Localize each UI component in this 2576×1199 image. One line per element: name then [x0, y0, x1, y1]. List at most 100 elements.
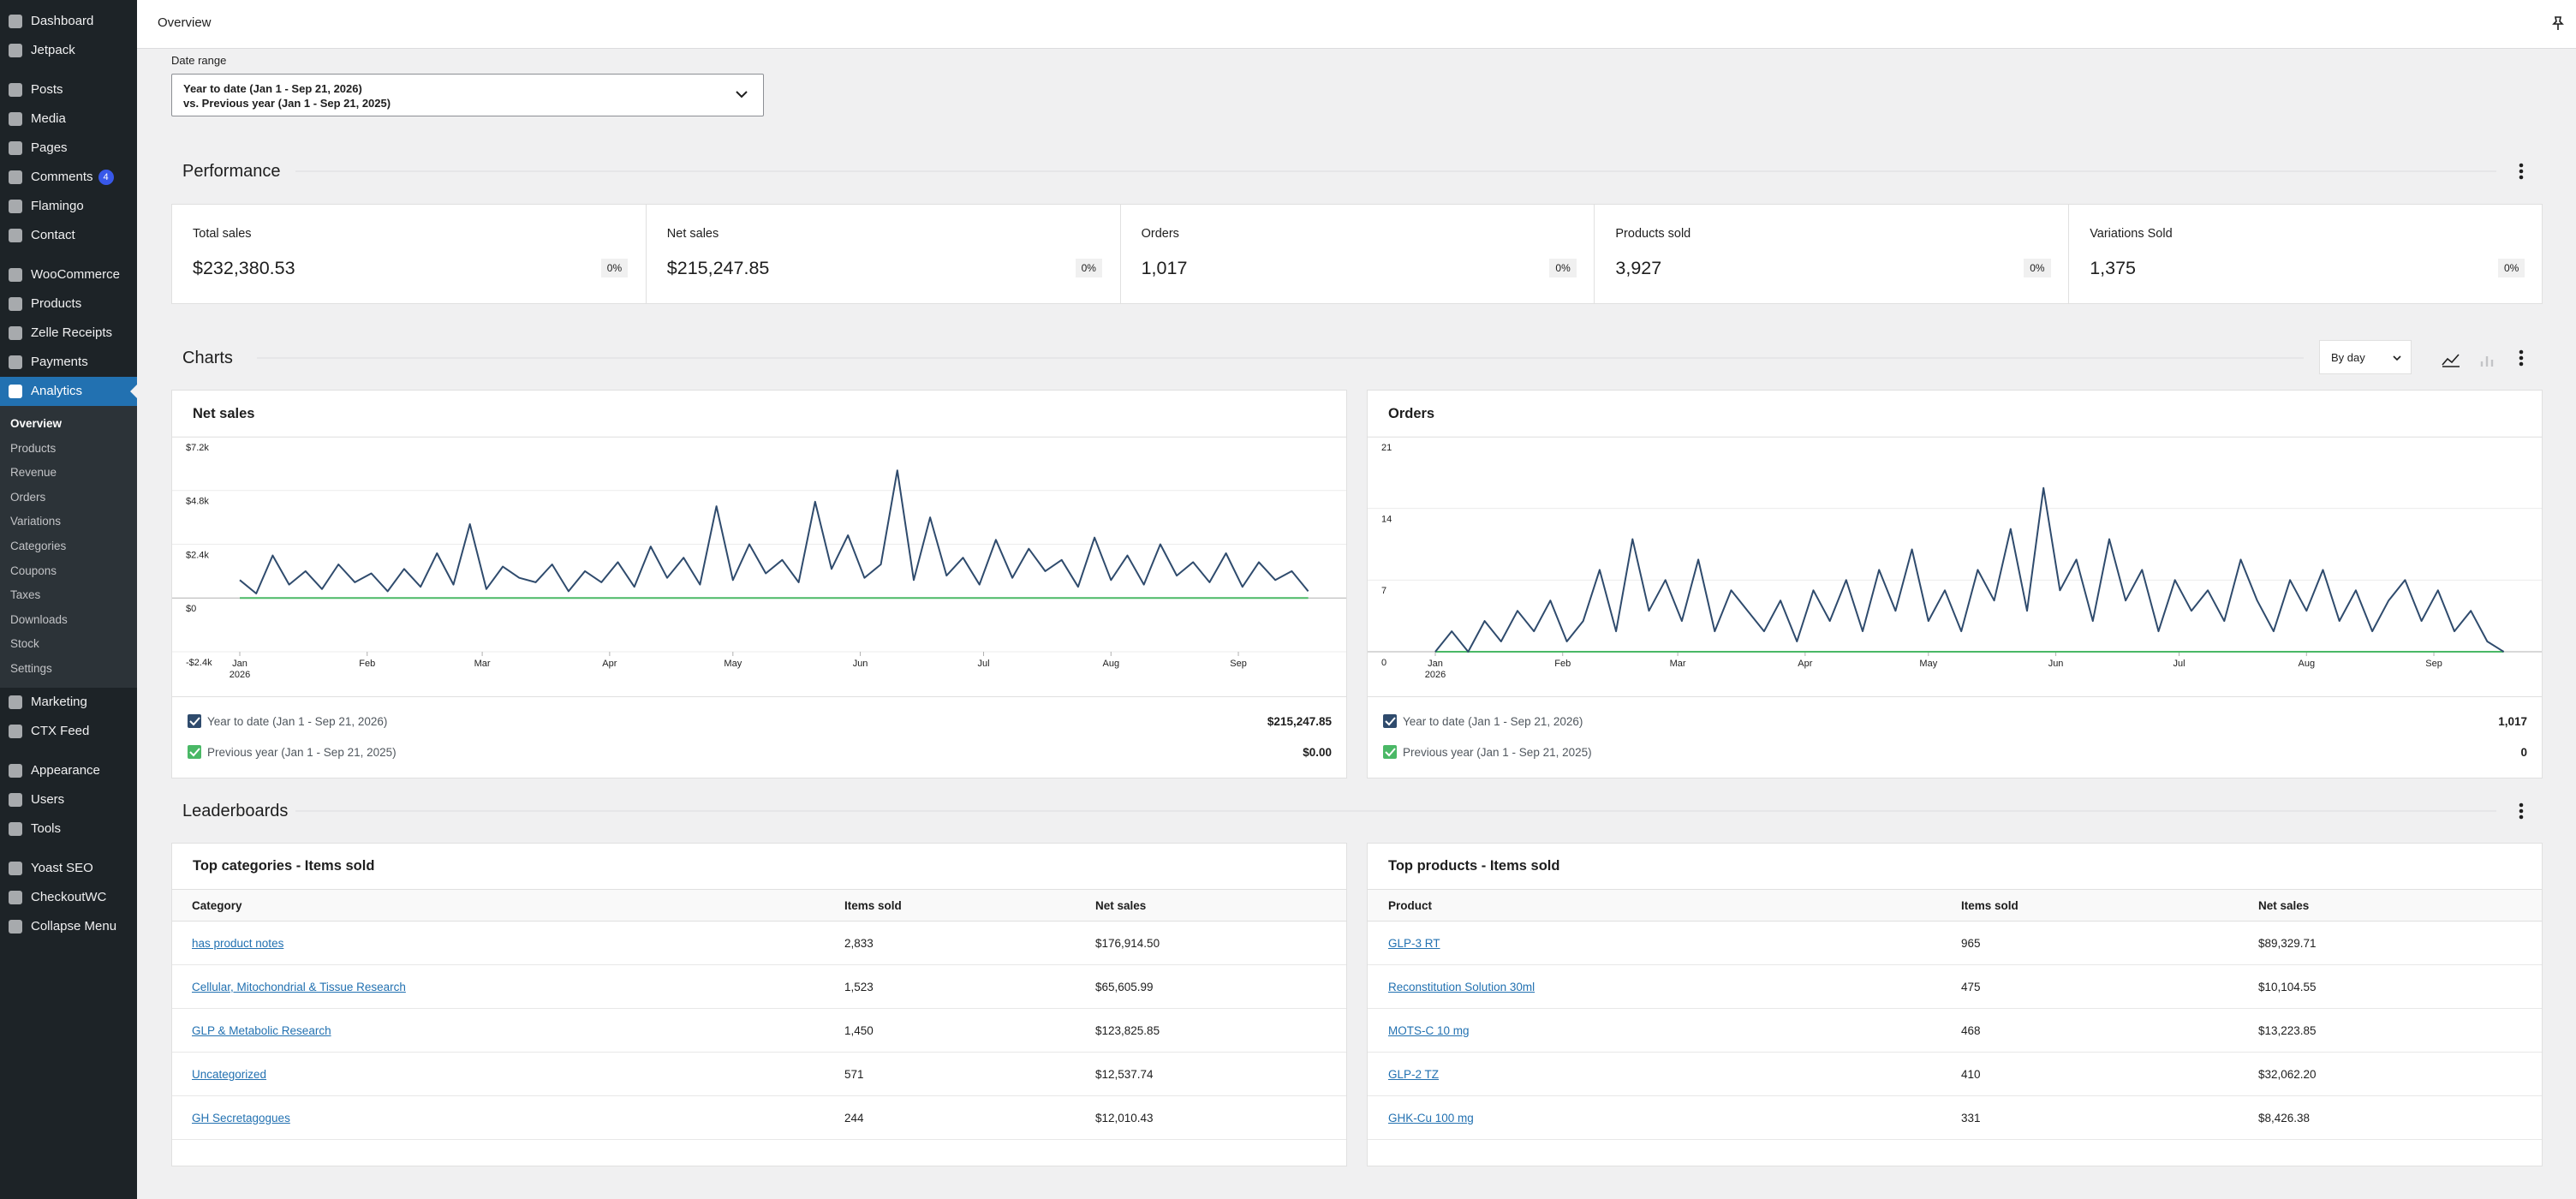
menu-group: Appearance Users Tools	[0, 756, 137, 844]
menu-item[interactable]: Comments 4	[0, 163, 137, 192]
table-row	[1368, 1096, 2542, 1140]
menu-label: Analytics	[31, 384, 83, 398]
table-link[interactable]: Reconstitution Solution 30ml	[1388, 980, 1535, 993]
menu-icon	[9, 200, 22, 213]
date-range-select[interactable]	[171, 74, 764, 116]
table-cell: 1,523	[844, 980, 874, 993]
menu-item[interactable]: Flamingo	[0, 192, 137, 221]
legend-label[interactable]: Year to date (Jan 1 - Sep 21, 2026)	[1403, 714, 1583, 728]
chart-legend-rule	[1367, 696, 2543, 697]
card-divider	[1119, 204, 1121, 304]
menu-icon	[9, 355, 22, 369]
card-divider	[645, 204, 647, 304]
table-link[interactable]: Uncategorized	[192, 1067, 267, 1081]
chevron	[735, 89, 748, 99]
table-cell: $13,223.85	[2258, 1023, 2317, 1037]
menu-icon	[9, 83, 22, 97]
legend-label[interactable]: Previous year (Jan 1 - Sep 21, 2025)	[207, 745, 397, 759]
submenu-item[interactable]: Variations	[10, 515, 62, 528]
section-title: Leaderboards	[182, 802, 289, 820]
menu-item[interactable]: Media	[0, 104, 137, 134]
menu-item[interactable]: Posts	[0, 75, 137, 104]
menu-item[interactable]: Pages	[0, 134, 137, 163]
menu-item[interactable]: Yoast SEO	[0, 854, 137, 883]
card-label[interactable]: Net sales	[666, 226, 719, 241]
column-header: Items sold	[844, 898, 902, 912]
chart-header-rule	[171, 437, 1347, 438]
table-link[interactable]: GH Secretagogues	[192, 1111, 290, 1124]
menu-item[interactable]: Analytics	[0, 377, 137, 406]
table-link[interactable]: GHK-Cu 100 mg	[1388, 1111, 1474, 1124]
table-cell: 2,833	[844, 936, 874, 950]
column-header: Product	[1388, 898, 1433, 912]
date-range-label: Date range	[171, 54, 227, 67]
menu-item[interactable]: Marketing	[0, 688, 137, 717]
legend-total: 1,017	[2498, 714, 2527, 728]
legend-total: $215,247.85	[1267, 714, 1332, 728]
table-cell: $65,605.99	[1095, 980, 1154, 993]
submenu-item[interactable]: Settings	[10, 661, 52, 675]
menu-label: Pages	[31, 140, 68, 155]
submenu-item[interactable]: Overview	[10, 417, 63, 430]
menu-item[interactable]: CheckoutWC	[0, 883, 137, 912]
menu-item[interactable]: Users	[0, 785, 137, 814]
legend-total: $0.00	[1303, 745, 1332, 759]
submenu-item[interactable]: Taxes	[10, 588, 41, 602]
menu-item[interactable]: Contact	[0, 221, 137, 250]
card-divider	[2068, 204, 2070, 304]
menu-label: WooCommerce	[31, 267, 120, 282]
table-row	[172, 1096, 1346, 1140]
page-title: Overview	[158, 15, 212, 30]
submenu-item[interactable]: Orders	[10, 490, 46, 504]
menu-item[interactable]: Collapse Menu	[0, 912, 137, 941]
table-link[interactable]: GLP & Metabolic Research	[192, 1023, 331, 1037]
table-link[interactable]: has product notes	[192, 936, 284, 950]
table-cell: 1,450	[844, 1023, 874, 1037]
table-header	[172, 889, 1346, 922]
legend-label[interactable]: Previous year (Jan 1 - Sep 21, 2025)	[1403, 745, 1592, 759]
submenu-item[interactable]: Revenue	[10, 466, 57, 480]
table-link[interactable]: GLP-3 RT	[1388, 936, 1440, 950]
card-label[interactable]: Products sold	[1615, 226, 1691, 241]
menu-item[interactable]: Products	[0, 289, 137, 319]
sidebar: Dashboard Jetpack Posts Media Pages Comments 4…	[0, 0, 137, 1199]
table-link[interactable]: MOTS-C 10 mg	[1388, 1023, 1470, 1037]
menu-label: Zelle Receipts	[31, 325, 113, 340]
column-header: Net sales	[2258, 898, 2310, 912]
table-link[interactable]: Cellular, Mitochondrial & Tissue Researc…	[192, 980, 406, 993]
table-link[interactable]: GLP-2 TZ	[1388, 1067, 1440, 1081]
submenu: Overview Products Revenue Orders Variations C…	[0, 406, 137, 688]
card-label[interactable]: Orders	[1141, 226, 1179, 241]
menu-label: Yoast SEO	[31, 860, 93, 875]
menu-item[interactable]: Appearance	[0, 756, 137, 785]
submenu-item[interactable]: Downloads	[10, 612, 68, 626]
card-label[interactable]: Variations Sold	[2090, 226, 2173, 241]
menu-group: Dashboard Jetpack	[0, 7, 137, 65]
menu-label: CheckoutWC	[31, 889, 107, 904]
submenu-item[interactable]: Coupons	[10, 564, 57, 577]
menu-item[interactable]: Dashboard	[0, 7, 137, 36]
legend-label[interactable]: Year to date (Jan 1 - Sep 21, 2026)	[207, 714, 388, 728]
pin-icon[interactable]	[2550, 15, 2566, 31]
table-row	[172, 965, 1346, 1009]
section-title: Charts	[182, 349, 233, 367]
top-bar: Overview	[137, 0, 2576, 49]
submenu-item[interactable]: Stock	[10, 637, 39, 651]
card-value: $232,380.53	[193, 257, 295, 278]
menu-item[interactable]: Jetpack	[0, 36, 137, 65]
menu-item[interactable]: CTX Feed	[0, 717, 137, 746]
menu-item[interactable]: WooCommerce	[0, 260, 137, 289]
table-cell: $12,537.74	[1095, 1067, 1154, 1081]
card-label[interactable]: Total sales	[193, 226, 252, 241]
menu-item[interactable]: Tools	[0, 814, 137, 844]
submenu-item[interactable]: Categories	[10, 539, 67, 552]
submenu-item[interactable]: Products	[10, 441, 57, 455]
chart-legend-rule	[171, 696, 1347, 697]
menu-icon	[9, 919, 22, 934]
menu-label: Collapse Menu	[31, 918, 117, 934]
menu-item[interactable]: Zelle Receipts	[0, 319, 137, 348]
menu-item[interactable]: Payments	[0, 348, 137, 377]
table-row	[1368, 1053, 2542, 1096]
